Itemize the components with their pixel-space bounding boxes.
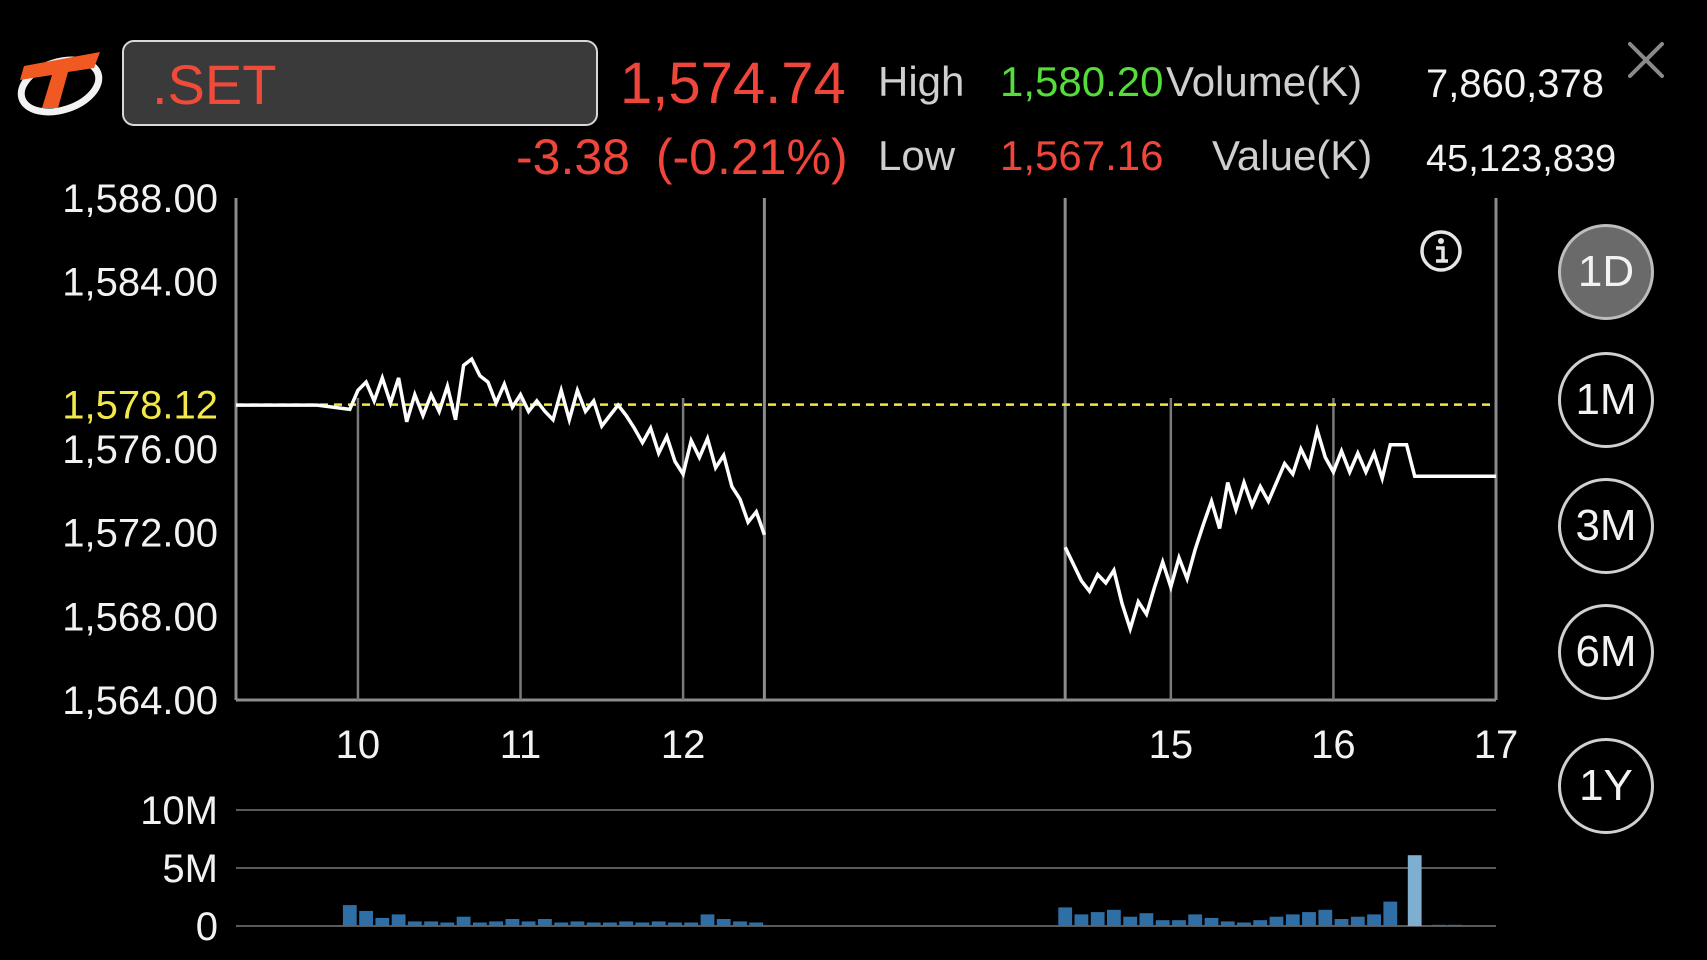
- volume-bar: [700, 914, 715, 926]
- low-value: 1,567.16: [1000, 132, 1164, 179]
- change-percent: (-0.21%): [655, 129, 848, 185]
- volume-bar: [489, 921, 503, 926]
- volume-bar: [651, 921, 666, 926]
- volume-bar: [1383, 901, 1398, 926]
- volume-bar: [570, 921, 585, 926]
- y-tick-label: 1,572.00: [62, 512, 218, 556]
- volume-tick-label: 5M: [162, 847, 218, 891]
- volume-bar: [1058, 907, 1073, 926]
- volume-bar: [1253, 920, 1268, 926]
- volume-bar: [749, 922, 764, 926]
- value-value: 45,123,839: [1426, 138, 1617, 180]
- value-label: Value(K): [1212, 132, 1373, 179]
- x-tick-label: 16: [1311, 723, 1356, 767]
- x-tick-label: 17: [1474, 723, 1519, 767]
- volume-bar: [733, 921, 747, 926]
- volume-bar: [391, 914, 406, 926]
- volume-bar: [635, 922, 650, 926]
- volume-bar: [359, 910, 373, 926]
- price-line-morning: [236, 356, 767, 536]
- volume-bar: [716, 919, 731, 926]
- volume-bar: [1269, 916, 1284, 926]
- y-tick-label: 1,588.00: [62, 177, 218, 221]
- close-icon[interactable]: [1626, 40, 1666, 80]
- volume-bar: [1334, 919, 1349, 926]
- timeframe-3m-button[interactable]: 3M: [1558, 478, 1654, 574]
- volume-bar: [1367, 914, 1381, 926]
- volume-tick-label: 10M: [140, 789, 218, 833]
- volume-bar: [1090, 912, 1105, 926]
- y-tick-label: 1,564.00: [62, 679, 218, 723]
- volume-bar: [1107, 909, 1121, 926]
- y-tick-label: 1,568.00: [62, 595, 218, 639]
- volume-bar: [1074, 914, 1089, 926]
- volume-bar: [521, 921, 536, 926]
- reference-label: 1,578.12: [62, 384, 218, 428]
- volume-bar: [375, 917, 390, 926]
- volume-bar: [440, 922, 455, 926]
- timeframe-1m-button[interactable]: 1M: [1558, 352, 1654, 448]
- volume-bar: [456, 916, 471, 926]
- volume-bar: [619, 921, 634, 926]
- volume-bar: [1350, 916, 1365, 926]
- change-value: -3.38: [516, 129, 630, 185]
- timeframe-1y-button[interactable]: 1Y: [1558, 738, 1654, 834]
- last-price: 1,574.74: [620, 51, 846, 116]
- price-line-afternoon: [1063, 423, 1496, 635]
- price-change: -3.38 (-0.21%): [516, 128, 848, 186]
- volume-bar: [586, 922, 601, 926]
- symbol-text: .SET: [152, 53, 277, 116]
- x-tick-label: 10: [336, 723, 381, 767]
- volume-bar: [1407, 855, 1422, 926]
- volume-tick-label: 0: [196, 905, 218, 949]
- volume-bar: [424, 921, 438, 926]
- timeframe-1d-button[interactable]: 1D: [1558, 224, 1654, 320]
- volume-bar: [342, 905, 357, 926]
- volume-label: Volume(K): [1166, 58, 1363, 105]
- volume-bar: [554, 922, 569, 926]
- y-tick-label: 1,584.00: [62, 261, 218, 305]
- volume-bar: [1448, 924, 1463, 926]
- volume-bar: [505, 919, 520, 926]
- y-tick-label: 1,576.00: [62, 428, 218, 472]
- volume-bar: [1123, 916, 1138, 926]
- timeframe-6m-button[interactable]: 6M: [1558, 604, 1654, 700]
- volume-bar: [407, 921, 422, 926]
- brand-logo-icon: [17, 52, 103, 116]
- high-label: High: [878, 58, 965, 105]
- volume-bar: [684, 922, 699, 926]
- volume-bar: [668, 922, 682, 926]
- x-tick-label: 11: [500, 723, 542, 767]
- volume-bar: [1285, 914, 1300, 926]
- volume-bar: [1220, 921, 1235, 926]
- volume-bar: [1432, 924, 1446, 926]
- volume-bar: [1155, 920, 1170, 926]
- volume-bar: [473, 922, 487, 926]
- high-value: 1,580.20: [1000, 58, 1164, 105]
- volume-bar: [1204, 917, 1219, 926]
- info-icon[interactable]: [1418, 228, 1464, 274]
- volume-bar: [1172, 920, 1186, 926]
- low-label: Low: [878, 132, 956, 179]
- x-tick-label: 12: [661, 723, 706, 767]
- volume-bar: [1318, 909, 1333, 926]
- volume-bar: [1237, 922, 1251, 926]
- volume-value: 7,860,378: [1426, 62, 1604, 106]
- x-tick-label: 15: [1149, 723, 1194, 767]
- volume-bar: [538, 919, 552, 926]
- volume-bar: [1188, 914, 1203, 926]
- volume-bar: [603, 922, 617, 926]
- volume-bar: [1302, 912, 1316, 926]
- volume-bar: [1139, 913, 1154, 926]
- symbol-input[interactable]: .SET: [122, 40, 598, 126]
